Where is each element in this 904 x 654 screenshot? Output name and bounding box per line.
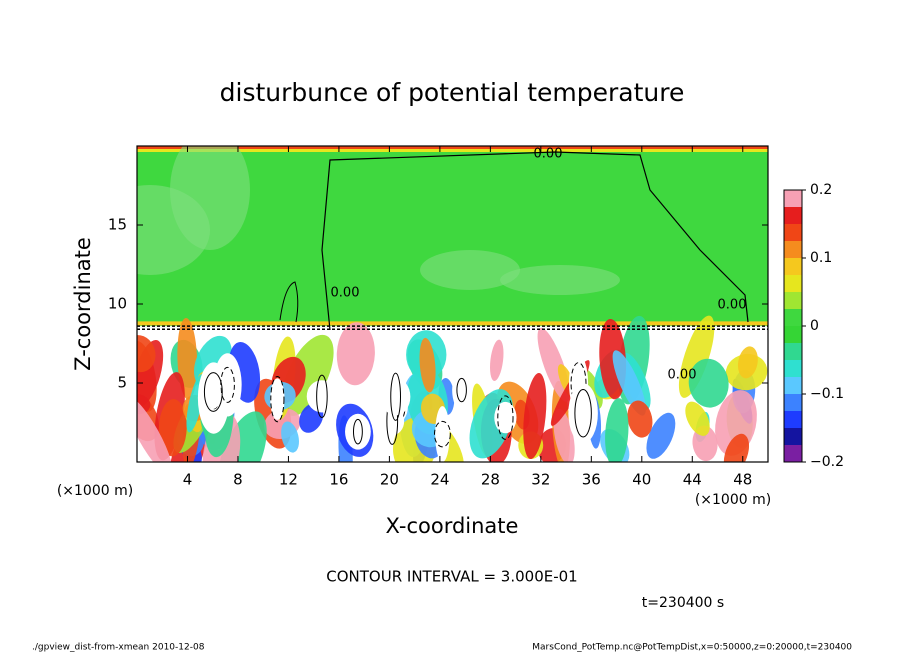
colorbar-bin (784, 207, 802, 224)
contour-label: 0.00 (668, 368, 697, 383)
contour-line (220, 366, 235, 403)
colorbar-bin (784, 275, 802, 292)
contour-line (137, 325, 768, 331)
field-blob (737, 346, 758, 379)
field-patch (420, 250, 520, 290)
contour-line (270, 375, 285, 423)
contour-line (456, 377, 467, 403)
contour-line (433, 420, 451, 448)
field-blob (419, 337, 436, 393)
field-blob (137, 395, 173, 462)
y-tick-label: 10 (108, 295, 127, 313)
contour-label: 0.00 (331, 286, 360, 301)
contour-line (316, 374, 328, 419)
field-core (568, 383, 598, 444)
field-core (306, 380, 338, 413)
colorbar-tick-label: 0.1 (810, 250, 832, 266)
colorbar-bin (784, 309, 802, 326)
field-blob (688, 358, 729, 408)
colorbar-bin (784, 326, 802, 343)
field-patch (500, 265, 620, 295)
field-blob (685, 401, 710, 436)
field-core (435, 406, 450, 462)
colorbar-bin (784, 190, 802, 207)
y-tick-label: 15 (108, 216, 127, 234)
x-tick-label: 40 (632, 471, 651, 489)
contour-line (570, 362, 587, 405)
footer-left: ./gpview_dist-from-xmean 2010-12-08 (32, 643, 205, 653)
contour-line (352, 418, 363, 445)
x-unit: (×1000 m) (695, 492, 771, 508)
field-core (205, 375, 221, 409)
contour-label: 0.00 (718, 298, 747, 313)
field-blob (336, 322, 375, 386)
colorbar-bin (784, 394, 802, 411)
footer-right: MarsCond_PotTemp.nc@PotTempDist,x=0:5000… (532, 643, 852, 653)
field-blob (605, 398, 629, 462)
contour-line (321, 151, 749, 331)
colorbar-bin (784, 428, 802, 445)
field-core (494, 401, 517, 434)
field-blob (723, 433, 750, 462)
colorbar-bin (784, 224, 802, 241)
contour-line (203, 372, 223, 412)
field-core (452, 369, 472, 411)
x-tick-label: 36 (582, 471, 601, 489)
x-tick-label: 8 (233, 471, 243, 489)
field (137, 146, 768, 462)
field-core (213, 353, 242, 417)
colorbar-tick-label: −0.1 (810, 386, 844, 402)
contour-line (574, 389, 592, 438)
x-tick-label: 32 (531, 471, 550, 489)
contour-line (497, 395, 514, 440)
colorbar-bin (784, 411, 802, 428)
x-tick-label: 4 (183, 471, 193, 489)
field-patch (170, 146, 250, 250)
colorbar-bin (784, 360, 802, 377)
y-axis-label: Z-coordinate (71, 237, 95, 371)
x-tick-label: 12 (279, 471, 298, 489)
colorbar-tick-label: −0.2 (810, 454, 844, 470)
field-top-strip (137, 146, 768, 151)
field-blob (612, 350, 646, 416)
x-axis-label: X-coordinate (386, 514, 519, 538)
field-blob (523, 373, 547, 460)
y-tick-label: 5 (117, 374, 127, 392)
x-tick-label: 44 (683, 471, 702, 489)
field-blob (137, 335, 156, 373)
field-blob (158, 399, 187, 457)
colorbar-bin (784, 258, 802, 275)
colorbar-bin (784, 292, 802, 309)
colorbar-bin (784, 241, 802, 258)
x-tick-label: 28 (481, 471, 500, 489)
colorbar-bin (784, 343, 802, 360)
x-tick-label: 24 (430, 471, 449, 489)
contour-label: 0.00 (534, 147, 563, 162)
colorbar-bin (784, 377, 802, 394)
field-inversion (137, 321, 768, 326)
colorbar-tick-label: 0 (810, 318, 819, 334)
field-core (345, 413, 371, 450)
field-blob (281, 421, 299, 453)
field-core (380, 377, 411, 416)
colorbar-bin (784, 445, 802, 462)
field-blob (627, 400, 653, 438)
y-unit: (×1000 m) (57, 483, 133, 499)
x-tick-label: 16 (329, 471, 348, 489)
time-label: t=230400 s (642, 595, 724, 611)
x-tick-label: 20 (380, 471, 399, 489)
contour-interval: CONTOUR INTERVAL = 3.000E-01 (326, 568, 577, 586)
field-core (270, 378, 285, 420)
colorbar-tick-label: 0.2 (810, 182, 832, 198)
x-tick-label: 48 (733, 471, 752, 489)
field-blob (218, 411, 267, 462)
field-top-strip (137, 149, 768, 152)
field-blob (646, 412, 676, 459)
field-blob (678, 315, 715, 398)
contour-line (390, 372, 402, 421)
chart-title: disturbunce of potential temperature (220, 78, 685, 107)
field-blob (489, 339, 504, 381)
contour-line (279, 281, 299, 323)
